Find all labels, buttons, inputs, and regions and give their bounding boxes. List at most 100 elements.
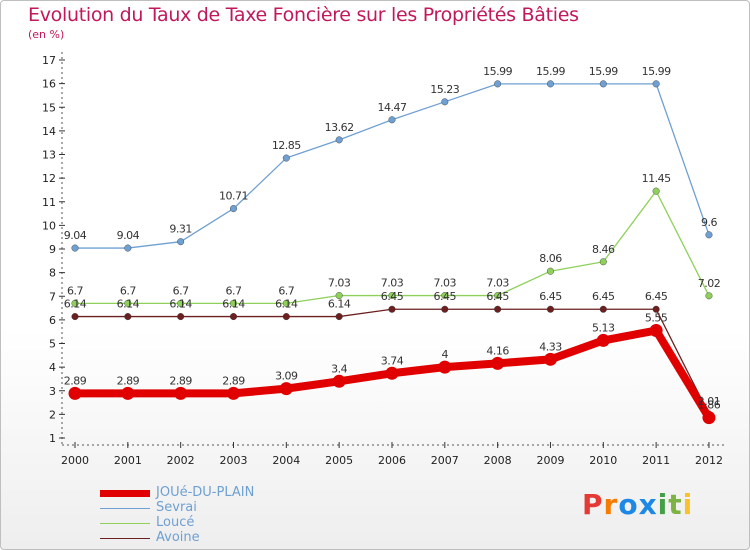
data-label-avoine: 6.45 xyxy=(645,290,668,303)
data-label-joue-du-plain: 5.13 xyxy=(592,321,615,334)
data-label-sevrai: 13.62 xyxy=(325,121,354,134)
logo-letter: x xyxy=(638,488,658,521)
legend-label-louce: Loucé xyxy=(156,515,195,530)
data-point-louce xyxy=(705,292,713,300)
x-tick-label: 2002 xyxy=(167,454,195,467)
data-label-joue-du-plain: 2.89 xyxy=(117,374,140,387)
series-layer xyxy=(68,80,716,425)
y-tick-label: 10 xyxy=(42,219,56,232)
y-tick-label: 14 xyxy=(42,125,56,138)
y-tick-label: 6 xyxy=(49,314,56,327)
data-point-louce xyxy=(229,299,237,307)
data-label-sevrai: 9.6 xyxy=(701,216,717,229)
data-label-joue-du-plain: 1.86 xyxy=(698,399,721,412)
logo-letter: P xyxy=(582,488,604,521)
y-tick-label: 2 xyxy=(49,408,56,421)
data-point-sevrai xyxy=(652,80,660,88)
x-tick-label: 2003 xyxy=(219,454,247,467)
data-label-joue-du-plain: 5.55 xyxy=(645,312,668,325)
x-tick-label: 2008 xyxy=(484,454,512,467)
data-point-avoine xyxy=(282,313,290,321)
x-tick-label: 2001 xyxy=(114,454,142,467)
data-point-avoine xyxy=(229,313,237,321)
legend-label-avoine: Avoine xyxy=(156,530,200,545)
y-tick-label: 3 xyxy=(49,385,56,398)
x-tick-label: 2011 xyxy=(642,454,670,467)
data-point-avoine xyxy=(546,305,554,313)
data-label-joue-du-plain: 3.09 xyxy=(275,370,298,383)
data-point-sevrai xyxy=(599,80,607,88)
data-label-joue-du-plain: 3.74 xyxy=(381,354,404,367)
data-point-louce xyxy=(652,187,660,195)
data-label-avoine: 6.14 xyxy=(169,298,192,311)
data-point-sevrai xyxy=(546,80,554,88)
legend-swatch-avoine xyxy=(100,538,150,539)
data-point-louce xyxy=(441,292,449,300)
legend-swatch-louce xyxy=(100,523,150,524)
y-tick-label: 11 xyxy=(42,196,56,209)
legend: JOUé-DU-PLAIN Sevrai Loucé Avoine xyxy=(100,485,320,546)
data-point-sevrai xyxy=(282,154,290,162)
y-tick-label: 9 xyxy=(49,243,56,256)
y-tick-label: 4 xyxy=(49,361,56,374)
data-label-avoine: 6.14 xyxy=(275,298,298,311)
x-tick-label: 2005 xyxy=(325,454,353,467)
data-point-sevrai xyxy=(388,116,396,124)
data-point-louce xyxy=(388,292,396,300)
data-point-joue-du-plain xyxy=(332,374,346,388)
data-point-louce xyxy=(494,292,502,300)
data-point-sevrai xyxy=(335,136,343,144)
data-point-joue-du-plain xyxy=(385,366,399,380)
data-point-louce xyxy=(335,292,343,300)
legend-swatch-sevrai xyxy=(100,508,150,509)
data-point-louce xyxy=(599,258,607,266)
data-label-avoine: 6.14 xyxy=(117,298,140,311)
data-label-louce: 8.46 xyxy=(592,243,615,256)
data-point-joue-du-plain xyxy=(596,333,610,347)
chart-title: Evolution du Taux de Taxe Foncière sur l… xyxy=(28,4,579,26)
data-label-louce: 6.7 xyxy=(278,284,294,297)
data-label-sevrai: 9.04 xyxy=(64,229,87,242)
data-point-sevrai xyxy=(494,80,502,88)
data-label-sevrai: 12.85 xyxy=(272,139,301,152)
data-point-avoine xyxy=(494,305,502,313)
y-tick-label: 12 xyxy=(42,172,56,185)
data-label-louce: 6.7 xyxy=(67,284,83,297)
data-point-avoine xyxy=(335,313,343,321)
data-label-sevrai: 10.71 xyxy=(219,190,248,203)
y-tick-label: 8 xyxy=(49,267,56,280)
data-label-louce: 7.03 xyxy=(434,277,457,290)
logo-letter: i xyxy=(682,488,694,521)
data-label-sevrai: 15.99 xyxy=(483,65,512,78)
data-point-avoine xyxy=(177,313,185,321)
data-label-louce: 8.06 xyxy=(539,252,562,265)
legend-label-sevrai: Sevrai xyxy=(156,500,197,515)
legend-item-sevrai: Sevrai xyxy=(100,500,320,516)
data-label-louce: 7.03 xyxy=(486,277,509,290)
data-label-joue-du-plain: 2.89 xyxy=(169,374,192,387)
data-point-sevrai xyxy=(441,98,449,106)
proxiti-logo: Proxiti xyxy=(582,488,693,521)
x-tick-label: 2009 xyxy=(536,454,564,467)
data-label-joue-du-plain: 2.89 xyxy=(222,374,245,387)
x-tick-label: 2012 xyxy=(695,454,723,467)
x-tick-label: 2007 xyxy=(431,454,459,467)
data-label-joue-du-plain: 4.16 xyxy=(486,344,509,357)
data-label-sevrai: 14.47 xyxy=(377,101,406,114)
x-tick-label: 2006 xyxy=(378,454,406,467)
data-label-louce: 7.02 xyxy=(698,277,721,290)
data-point-louce xyxy=(546,267,554,275)
y-tick-label: 17 xyxy=(42,54,56,67)
data-label-louce: 6.7 xyxy=(173,284,189,297)
data-label-sevrai: 15.23 xyxy=(430,83,459,96)
data-label-sevrai: 15.99 xyxy=(536,65,565,78)
data-label-avoine: 6.45 xyxy=(486,290,509,303)
data-point-louce xyxy=(124,299,132,307)
y-tick-label: 15 xyxy=(42,101,56,114)
data-point-joue-du-plain xyxy=(68,386,82,400)
x-tick-label: 2000 xyxy=(61,454,89,467)
data-label-avoine: 6.45 xyxy=(434,290,457,303)
